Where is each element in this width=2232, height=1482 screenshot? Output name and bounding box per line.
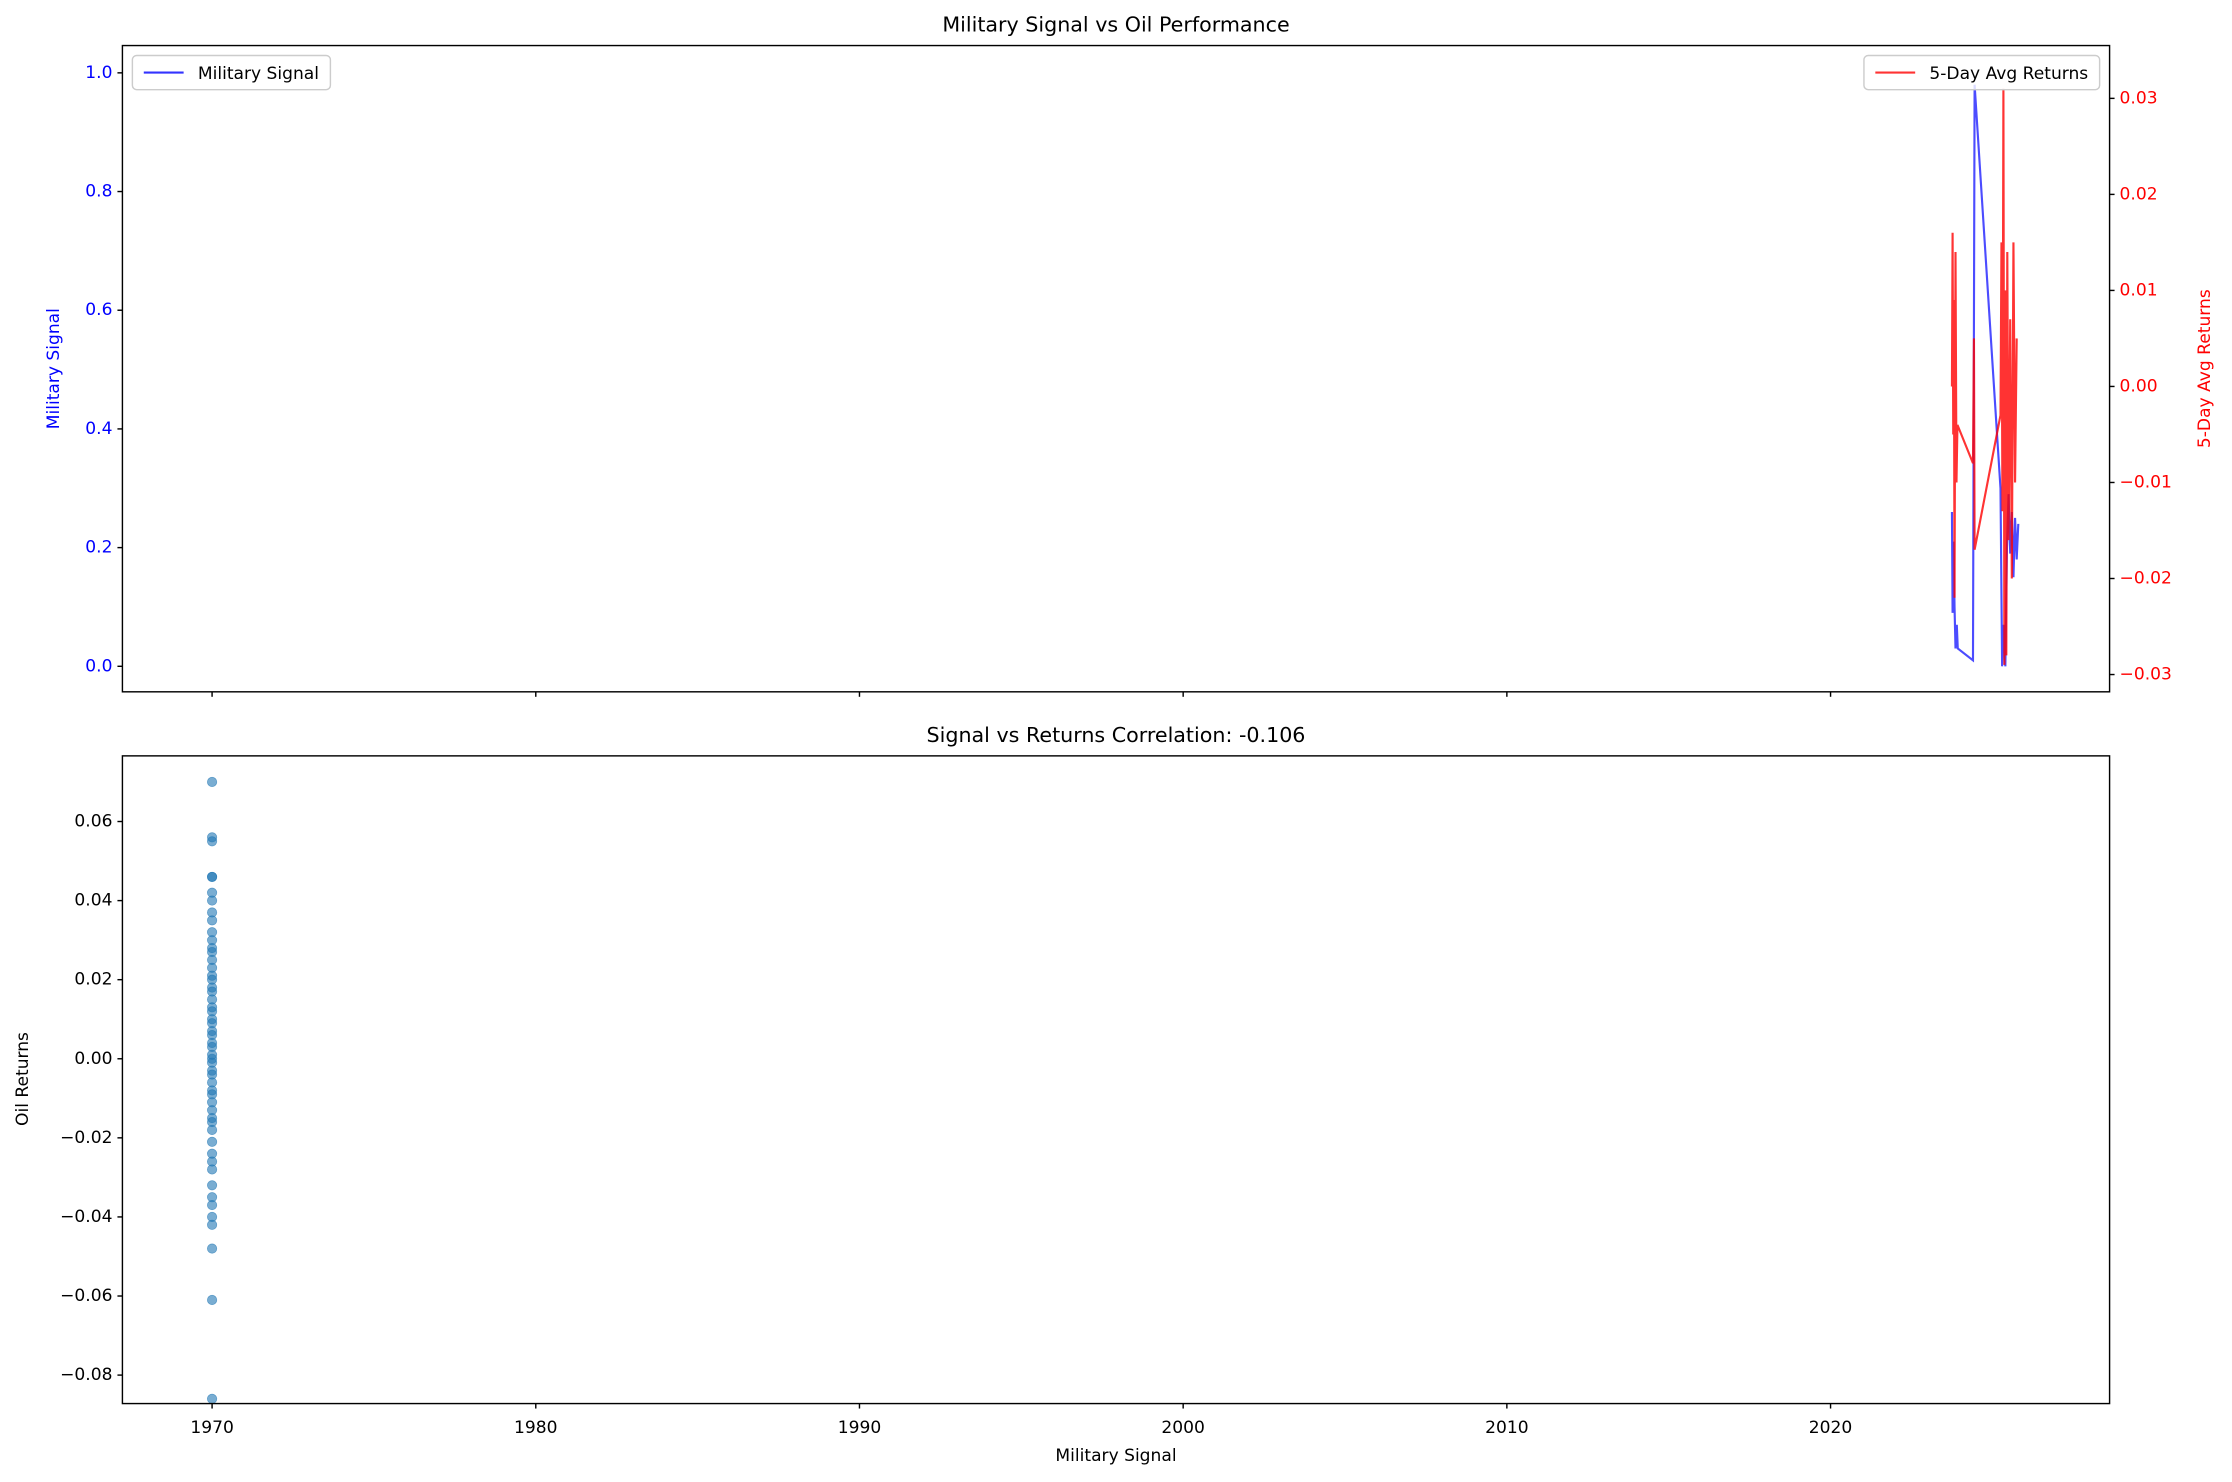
- legend-box: [1863, 54, 2101, 91]
- scatter-point: [207, 1294, 218, 1306]
- y2-tick-label: −0.03: [2120, 665, 2172, 685]
- legend: 5-Day Avg Returns: [1863, 54, 2101, 91]
- legend-label: 5-Day Avg Returns: [1929, 64, 2088, 84]
- scatter-point: [207, 915, 218, 926]
- y-tick-label: −0.06: [60, 1286, 112, 1306]
- scatter-point: [207, 1164, 218, 1175]
- plot-frame: [121, 44, 2111, 693]
- scatter-point: [207, 1136, 218, 1147]
- y-tick-label: 0.06: [74, 812, 112, 832]
- x-axis-label: Military Signal: [1055, 1446, 1176, 1466]
- chart-title: Military Signal vs Oil Performance: [942, 13, 1289, 37]
- y-tick-label: 0.0: [85, 656, 112, 676]
- y2-tick-label: 0.03: [2120, 88, 2158, 108]
- y2-tick-label: 0.00: [2120, 376, 2158, 396]
- x-tick-label: 1980: [514, 1418, 557, 1438]
- scatter-point: [207, 1124, 218, 1135]
- y-tick-label: 0.4: [85, 419, 112, 439]
- x-tick-label: 1970: [190, 1418, 233, 1438]
- y2-tick-label: 0.02: [2120, 184, 2158, 204]
- scatter-point: [207, 776, 218, 788]
- y-tick-label: 0.00: [74, 1049, 112, 1069]
- chart-title: Signal vs Returns Correlation: -0.106: [927, 723, 1306, 747]
- legend-box: [131, 54, 332, 91]
- y2-tick-label: −0.02: [2120, 569, 2172, 589]
- y-axis-label: Oil Returns: [13, 1032, 33, 1126]
- y-tick-label: −0.04: [60, 1207, 112, 1227]
- scatter-point: [207, 895, 218, 906]
- legend-label: Military Signal: [198, 64, 319, 84]
- y-tick-label: 0.2: [85, 538, 112, 558]
- y-tick-label: 0.04: [74, 891, 112, 911]
- y-axis-label: Military Signal: [44, 308, 64, 429]
- y-tick-label: −0.08: [60, 1365, 112, 1385]
- x-tick-label: 1990: [838, 1418, 881, 1438]
- scatter-point: [207, 1180, 218, 1191]
- series-line: [1950, 88, 2018, 665]
- scatter-point: [207, 1393, 218, 1404]
- y-tick-label: 0.8: [85, 182, 112, 202]
- scatter-point: [207, 836, 218, 847]
- y2-tick-label: −0.01: [2120, 472, 2172, 492]
- scatter-point: [207, 1219, 218, 1230]
- scatter-point: [207, 871, 218, 882]
- x-tick-label: 2020: [1809, 1418, 1852, 1438]
- y2-axis-label: 5-Day Avg Returns: [2195, 289, 2215, 448]
- y-tick-label: −0.02: [60, 1128, 112, 1148]
- x-tick-label: 2000: [1161, 1418, 1204, 1438]
- x-tick-label: 2010: [1485, 1418, 1528, 1438]
- scatter-point: [207, 1200, 218, 1211]
- plot-frame: [121, 755, 2111, 1405]
- y-tick-label: 0.02: [74, 970, 112, 990]
- y2-tick-label: 0.01: [2120, 280, 2158, 300]
- legend: Military Signal: [131, 54, 332, 91]
- scatter-point: [207, 1243, 218, 1254]
- y-tick-label: 1.0: [85, 63, 112, 83]
- y-tick-label: 0.6: [85, 300, 112, 320]
